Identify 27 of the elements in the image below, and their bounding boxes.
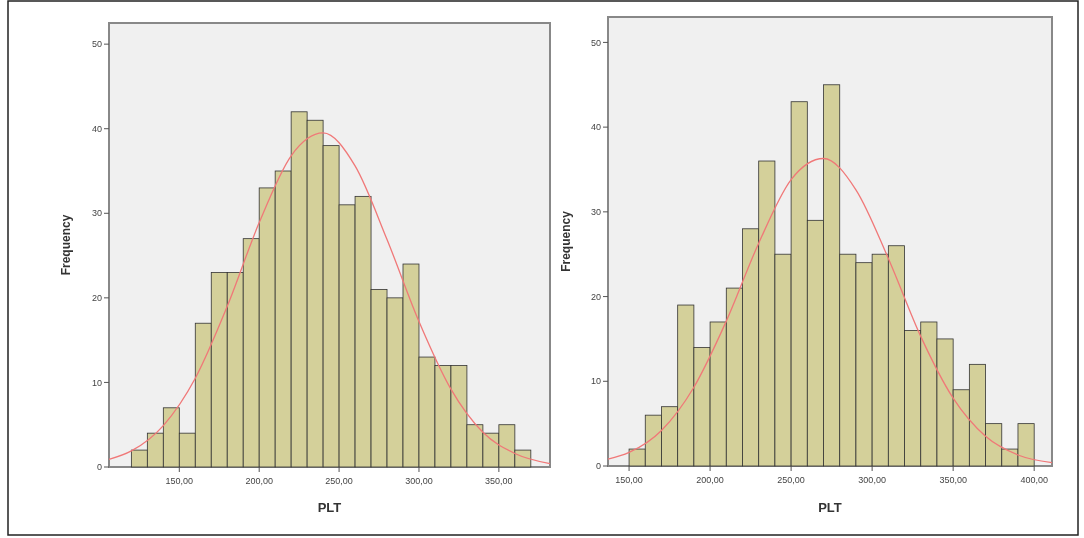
y-tick-label: 0 (595, 461, 601, 472)
x-tick-label: 400,00 (1020, 475, 1048, 485)
x-tick-label: 250,00 (325, 476, 353, 486)
x-tick-label: 150,00 (165, 476, 194, 486)
x-tick-label: 350,00 (485, 476, 513, 486)
y-tick-label: 10 (590, 376, 601, 387)
x-tick-label: 350,00 (939, 475, 967, 485)
y-tick-label: 10 (91, 377, 102, 388)
y-tick-label: 40 (590, 122, 601, 133)
y-tick-label: 20 (91, 293, 102, 304)
x-tick-label: 300,00 (858, 475, 886, 485)
y-tick-label: 40 (91, 123, 102, 134)
x-tick-label: 200,00 (696, 475, 724, 485)
x-tick-label: 200,00 (245, 476, 273, 486)
y-tick-label: 50 (590, 37, 601, 48)
x-tick-label: 250,00 (777, 475, 805, 485)
y-axis-title: Frequency (559, 210, 573, 272)
x-tick-label: 300,00 (405, 476, 433, 486)
y-tick-label: 50 (91, 39, 102, 50)
x-axis-title: PLT (317, 500, 342, 515)
y-tick-label: 30 (91, 208, 102, 219)
y-axis-title: Frequency (59, 214, 73, 276)
y-tick-label: 20 (590, 291, 601, 302)
x-tick-label: 150,00 (615, 475, 643, 485)
y-tick-label: 30 (590, 207, 601, 217)
x-axis-title: PLT (818, 500, 842, 515)
y-tick-label: 0 (96, 462, 102, 473)
